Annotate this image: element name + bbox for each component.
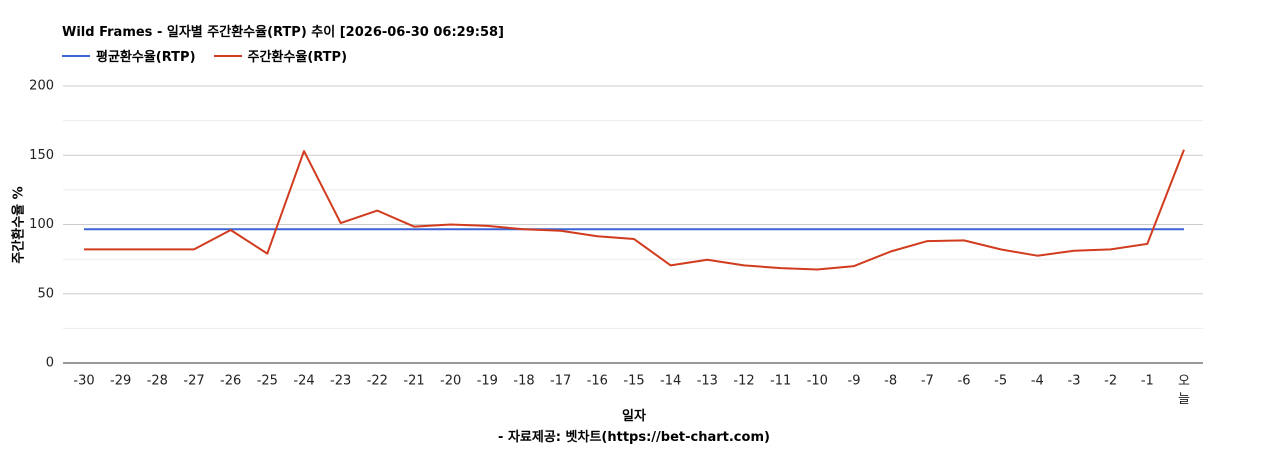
x-tick-label: -20: [440, 374, 461, 389]
x-tick-label: -18: [513, 374, 534, 389]
x-axis-title: 일자: [622, 409, 646, 424]
x-tick-label: -30: [73, 374, 94, 389]
x-tick-label: -12: [733, 374, 754, 389]
y-tick-label: 50: [37, 286, 54, 301]
x-tick-label: -10: [807, 374, 828, 389]
x-tick-label: -4: [1031, 374, 1044, 389]
x-tick-label: -24: [293, 374, 314, 389]
legend-swatch-weekly: [213, 54, 242, 57]
x-tick-label: -27: [183, 374, 204, 389]
x-tick-label: -25: [257, 374, 278, 389]
x-tick-label: -26: [220, 374, 241, 389]
series-lines: [84, 149, 1185, 271]
x-tick-label: -2: [1104, 374, 1117, 389]
y-tick-label: 200: [29, 79, 54, 94]
x-tick-label: -17: [550, 374, 571, 389]
y-axis-title: 주간환수율 %: [11, 186, 27, 263]
y-tick-label: 0: [46, 356, 54, 371]
x-tick-label: -16: [587, 374, 608, 389]
legend-label-average: 평균환수율(RTP): [96, 50, 196, 65]
x-tick-label: -5: [994, 374, 1007, 389]
x-tick-label: -1: [1141, 374, 1154, 389]
y-tick-label: 100: [29, 217, 54, 232]
x-tick-label: -7: [921, 374, 934, 389]
x-tick-label: -29: [110, 374, 131, 389]
x-tick-label: -9: [848, 374, 861, 389]
chart-title: Wild Frames - 일자별 주간환수율(RTP) 추이 [2026-06…: [62, 25, 504, 40]
x-tick-label: -19: [477, 374, 498, 389]
grid-lines: [63, 85, 1203, 364]
x-tick-labels: -30 -29 -28 -27 -26 -25 -24 -23 -22 -21 -20 -19 -18 -…: [73, 374, 1190, 407]
x-tick-label: -8: [884, 374, 897, 389]
chart-legend: 평균환수율(RTP) 주간환수율(RTP): [62, 46, 365, 65]
x-tick-label: -22: [367, 374, 388, 389]
x-tick-label: -13: [697, 374, 718, 389]
x-tick-label: -3: [1068, 374, 1081, 389]
series-line-weekly[interactable]: [84, 149, 1185, 271]
x-tick-label: -28: [147, 374, 168, 389]
x-tick-label: -15: [623, 374, 644, 389]
x-tick-label: -14: [660, 374, 681, 389]
y-tick-labels: 0 50 100 150 200: [29, 79, 54, 371]
x-tick-label: -23: [330, 374, 351, 389]
legend-item-average[interactable]: 평균환수율(RTP): [62, 46, 196, 65]
x-tick-label: -21: [403, 374, 424, 389]
legend-swatch-average: [62, 54, 90, 57]
x-tick-label: -6: [958, 374, 971, 389]
data-credit: - 자료제공: 벳차트(https://bet-chart.com): [498, 429, 770, 445]
legend-item-weekly[interactable]: 주간환수율(RTP): [213, 46, 348, 65]
y-tick-label: 150: [29, 148, 54, 163]
legend-label-weekly: 주간환수율(RTP): [247, 50, 348, 65]
x-tick-label: -11: [770, 374, 791, 389]
